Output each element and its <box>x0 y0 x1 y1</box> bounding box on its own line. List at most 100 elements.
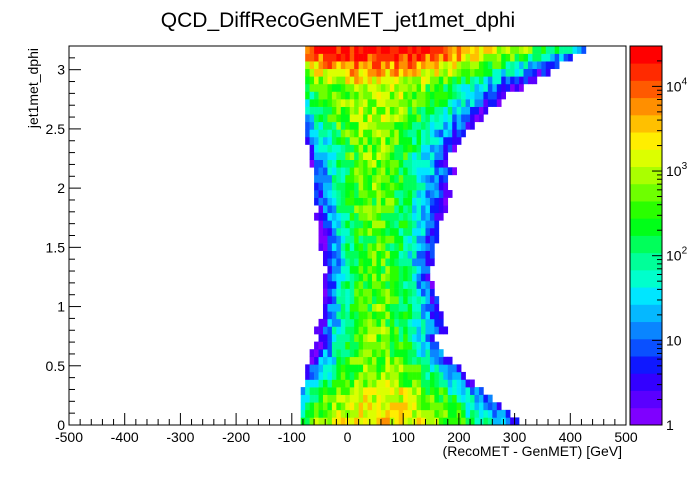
heatmap-cell <box>394 76 400 85</box>
heatmap-cell <box>398 136 404 145</box>
heatmap-cell <box>429 152 435 160</box>
heatmap-cell <box>403 61 408 70</box>
heatmap-cell <box>421 197 426 206</box>
heatmap-cell <box>403 167 408 176</box>
heatmap-cell <box>331 46 337 54</box>
heatmap-cell <box>376 280 382 289</box>
heatmap-cell <box>376 167 382 176</box>
heatmap-cell <box>407 129 413 138</box>
y-tick-label: 2.5 <box>46 121 66 137</box>
heatmap-cell <box>434 121 440 130</box>
heatmap-cell <box>389 61 395 70</box>
heatmap-cell <box>416 136 422 145</box>
heatmap-cell <box>492 91 498 100</box>
heatmap-cell <box>340 220 346 229</box>
heatmap-cell <box>363 280 368 289</box>
heatmap-cell <box>314 99 319 107</box>
heatmap-cell <box>309 99 315 107</box>
heatmap-cell <box>349 144 355 153</box>
heatmap-cell <box>380 371 386 380</box>
heatmap-cell <box>412 258 417 267</box>
heatmap-cell <box>461 83 466 92</box>
heatmap-cell <box>380 167 386 176</box>
heatmap-cell <box>394 371 400 380</box>
heatmap-cell <box>385 99 391 107</box>
heatmap-cell <box>314 76 319 85</box>
heatmap-cell <box>412 129 417 138</box>
heatmap-cell <box>358 83 364 92</box>
heatmap-cell <box>514 417 520 426</box>
heatmap-cell <box>349 167 355 176</box>
heatmap-cell <box>345 303 351 312</box>
heatmap-cell <box>372 402 377 411</box>
heatmap-cell <box>385 311 391 320</box>
heatmap-cell <box>474 394 480 403</box>
heatmap-cell <box>380 190 386 198</box>
heatmap-cell <box>443 76 449 85</box>
heatmap-cell <box>496 417 502 426</box>
heatmap-cell <box>340 190 346 198</box>
heatmap-cell <box>354 61 359 70</box>
heatmap-cell <box>421 402 426 411</box>
heatmap-cell <box>465 121 471 130</box>
heatmap-cell <box>376 296 382 305</box>
heatmap-cell <box>363 197 368 206</box>
heatmap-cell <box>501 46 506 54</box>
heatmap-cell <box>385 341 391 350</box>
heatmap-cell <box>354 182 359 191</box>
heatmap-cell <box>314 182 319 191</box>
heatmap-cell <box>421 144 426 153</box>
heatmap-cell <box>331 227 337 236</box>
heatmap-cell <box>309 68 315 77</box>
heatmap-cell <box>367 341 373 350</box>
heatmap-cell <box>322 349 328 358</box>
heatmap-cell <box>452 136 457 145</box>
heatmap-cell <box>331 258 337 267</box>
heatmap-cell <box>483 99 489 107</box>
heatmap-cell <box>412 152 417 160</box>
heatmap-cell <box>434 303 440 312</box>
heatmap-cell <box>452 61 457 70</box>
heatmap-cell <box>372 288 377 297</box>
heatmap-cell <box>367 311 373 320</box>
heatmap-cell <box>340 227 346 236</box>
heatmap-cell <box>349 288 355 297</box>
heatmap-cell <box>438 371 444 380</box>
heatmap-cell <box>438 394 444 403</box>
heatmap-cell <box>305 387 310 395</box>
heatmap-cell <box>349 402 355 411</box>
heatmap-cell <box>483 106 489 115</box>
heatmap-cell <box>305 99 310 107</box>
heatmap-cell <box>483 394 489 403</box>
heatmap-cell <box>380 99 386 107</box>
heatmap-cell <box>416 371 422 380</box>
heatmap-cell <box>412 114 417 123</box>
heatmap-cell <box>389 341 395 350</box>
heatmap-cell <box>363 326 368 335</box>
heatmap-cell <box>318 387 324 395</box>
heatmap-cell <box>461 371 466 380</box>
heatmap-cell <box>327 417 333 426</box>
heatmap-cell <box>496 402 502 411</box>
heatmap-cell <box>447 356 453 365</box>
heatmap-cell <box>394 296 400 305</box>
heatmap-cell <box>336 68 342 77</box>
heatmap-cell <box>331 220 337 229</box>
heatmap-cell <box>456 106 462 115</box>
heatmap-cell <box>429 318 435 327</box>
heatmap-cell <box>505 46 511 54</box>
heatmap-cell <box>318 46 324 54</box>
heatmap-cell <box>380 136 386 145</box>
heatmap-cell <box>470 61 475 70</box>
heatmap-cell <box>318 417 324 426</box>
heatmap-cell <box>461 387 466 395</box>
heatmap-cell <box>505 53 511 62</box>
heatmap-cell <box>331 167 337 176</box>
heatmap-cell <box>358 280 364 289</box>
heatmap-cell <box>470 402 475 411</box>
heatmap-cell <box>389 288 395 297</box>
heatmap-cell <box>461 91 466 100</box>
heatmap-cell <box>421 190 426 198</box>
heatmap-cell <box>403 341 408 350</box>
heatmap-cell <box>438 326 444 335</box>
